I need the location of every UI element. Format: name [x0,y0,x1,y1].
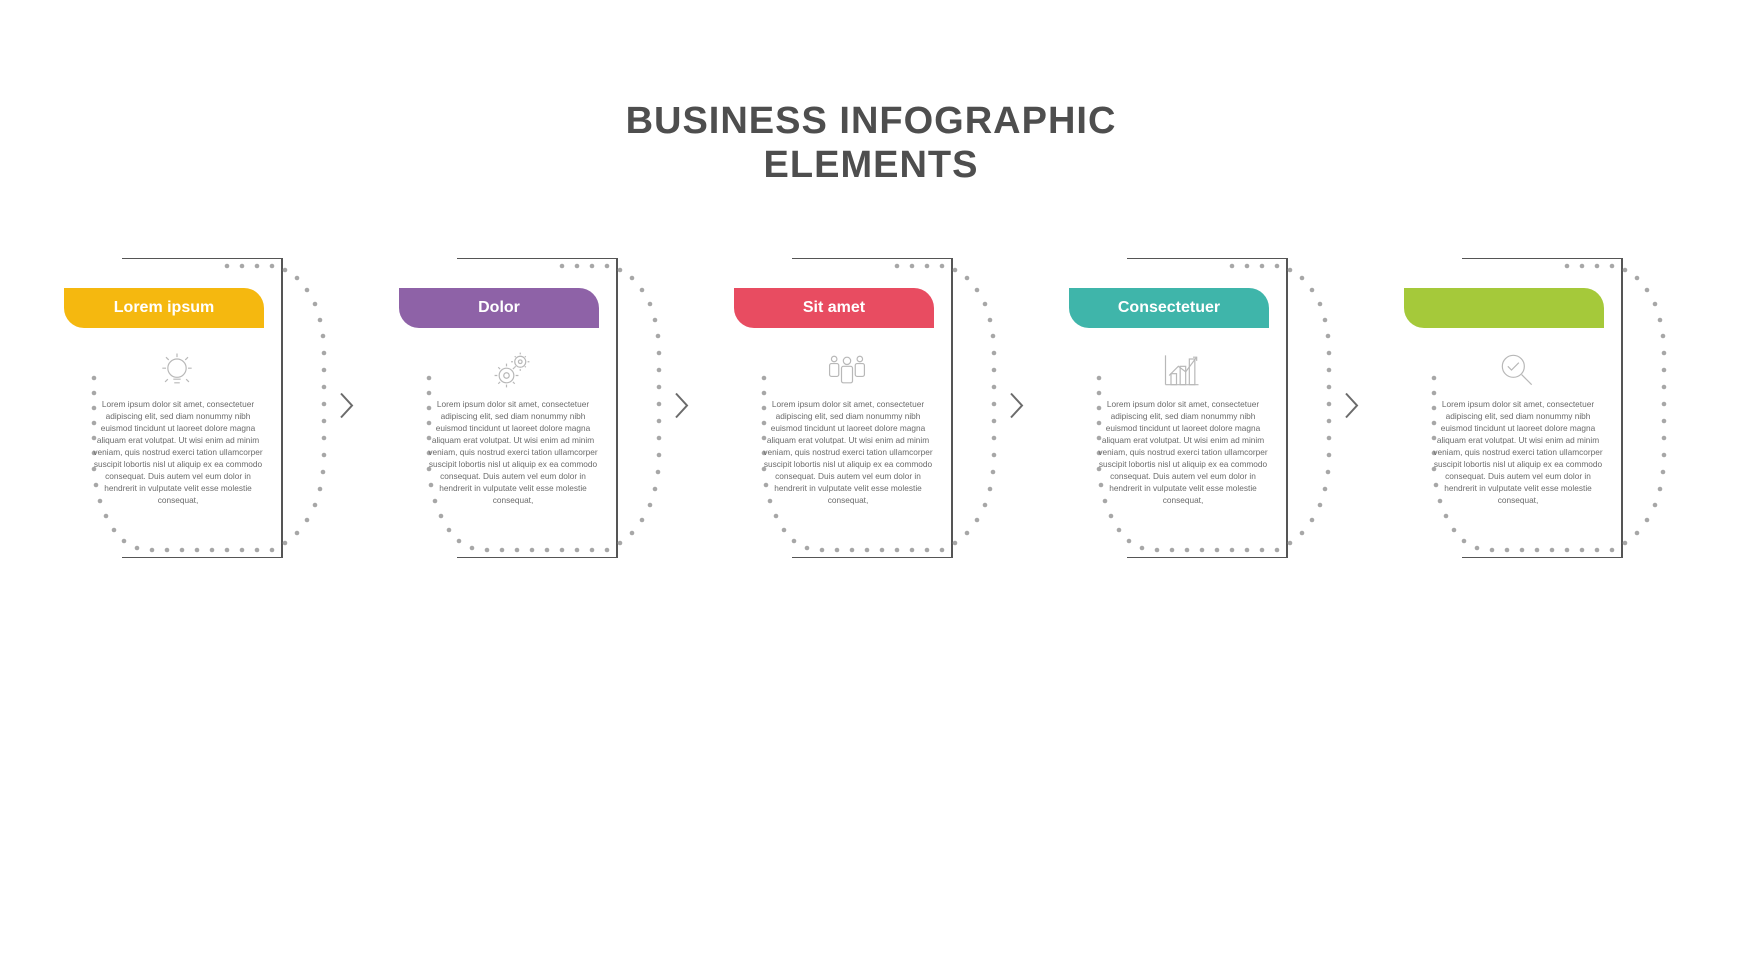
arrow-icon [673,391,691,426]
card-2: Dolor Lorem ipsum dolor sit amet, consec… [407,258,667,558]
page-title: BUSINESS INFOGRAPHIC ELEMENTS [0,100,1742,187]
gears-icon [407,346,617,394]
card-label: Lorem ipsum [114,299,214,317]
title-line-1: BUSINESS INFOGRAPHIC [626,100,1117,142]
card-3: Sit amet Lorem ipsum dolor sit amet, con… [742,258,1002,558]
card-tab [1404,288,1604,328]
card-tab: Dolor [399,288,599,328]
card-label: Sit amet [803,299,865,317]
card-desc: Lorem ipsum dolor sit amet, consectetuer… [425,398,601,506]
card-tab: Lorem ipsum [64,288,264,328]
card-row: Lorem ipsum Lorem ipsum dolor sit amet, … [72,258,1672,568]
card-tab: Sit amet [734,288,934,328]
card-desc: Lorem ipsum dolor sit amet, consectetuer… [1430,398,1606,506]
arrow-icon [338,391,356,426]
lightbulb-icon [72,346,282,394]
card-label: Dolor [478,299,520,317]
card-4: Consectetuer Lorem ipsum dolor sit amet,… [1077,258,1337,558]
card-desc: Lorem ipsum dolor sit amet, consectetuer… [760,398,936,506]
card-1: Lorem ipsum Lorem ipsum dolor sit amet, … [72,258,332,558]
card-desc: Lorem ipsum dolor sit amet, consectetuer… [1095,398,1271,506]
magnifier-check-icon [1412,346,1622,394]
card-label: Consectetuer [1118,299,1220,317]
card-tab: Consectetuer [1069,288,1269,328]
title-line-2: ELEMENTS [764,144,979,186]
people-icon [742,346,952,394]
card-desc: Lorem ipsum dolor sit amet, consectetuer… [90,398,266,506]
arrow-icon [1008,391,1026,426]
card-5: Lorem ipsum dolor sit amet, consectetuer… [1412,258,1672,558]
arrow-icon [1343,391,1361,426]
chart-icon [1077,346,1287,394]
